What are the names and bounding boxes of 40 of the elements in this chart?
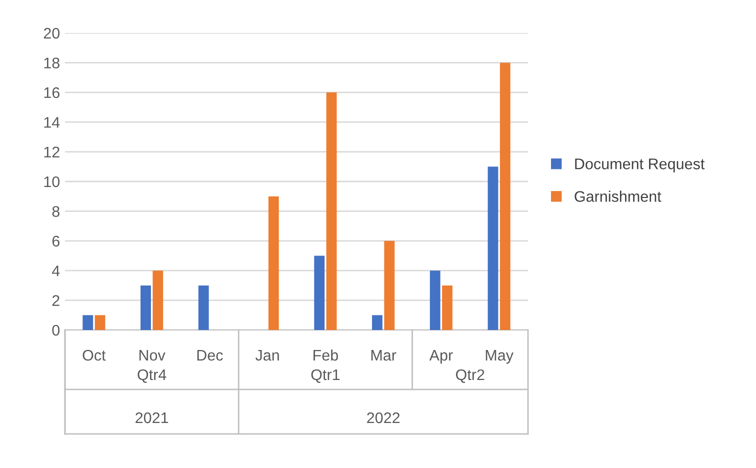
y-tick-label: 16 bbox=[44, 87, 60, 98]
y-tick-label: 4 bbox=[52, 266, 60, 276]
text: 2022 bbox=[367, 412, 400, 424]
bar bbox=[268, 196, 279, 330]
bar bbox=[488, 166, 498, 330]
x-tick-label: May bbox=[486, 350, 514, 364]
bar bbox=[326, 92, 337, 330]
x-tick-label: Feb bbox=[314, 349, 338, 361]
y-tick-label: 0 bbox=[52, 324, 60, 336]
bar bbox=[198, 285, 209, 330]
bar bbox=[372, 315, 382, 330]
bar bbox=[140, 285, 151, 330]
y-tick-label: 14 bbox=[44, 117, 60, 128]
bar bbox=[384, 240, 395, 330]
x-tick-label: Jan bbox=[255, 350, 279, 361]
x-tick-label: Oct bbox=[82, 350, 106, 361]
bar bbox=[314, 256, 325, 330]
bar bbox=[500, 62, 510, 330]
x-tick-label: Apr bbox=[429, 350, 453, 364]
bar bbox=[442, 285, 452, 330]
bar bbox=[152, 270, 164, 330]
text: 2021 bbox=[136, 412, 168, 424]
y-tick-label: 20 bbox=[44, 28, 60, 39]
y-tick-label: 12 bbox=[44, 146, 60, 158]
x-tick-label: Nov bbox=[139, 350, 166, 361]
bar bbox=[82, 315, 94, 330]
bar bbox=[430, 270, 440, 330]
y-tick-label: 6 bbox=[52, 236, 60, 247]
text: Qtr2 bbox=[456, 369, 484, 383]
text: Qtr4 bbox=[138, 369, 166, 383]
y-tick-label: 2 bbox=[52, 295, 60, 306]
bar bbox=[94, 315, 106, 330]
legend-label: Garnishment bbox=[574, 190, 662, 202]
y-tick-label: 8 bbox=[52, 206, 60, 217]
y-tick-label: 18 bbox=[44, 58, 60, 68]
y-tick-label: 10 bbox=[44, 176, 60, 188]
legend-label: Document Request bbox=[575, 158, 705, 172]
text: Qtr1 bbox=[311, 369, 340, 383]
x-tick-label: Dec bbox=[197, 350, 223, 361]
x-tick-label: Mar bbox=[371, 350, 396, 361]
